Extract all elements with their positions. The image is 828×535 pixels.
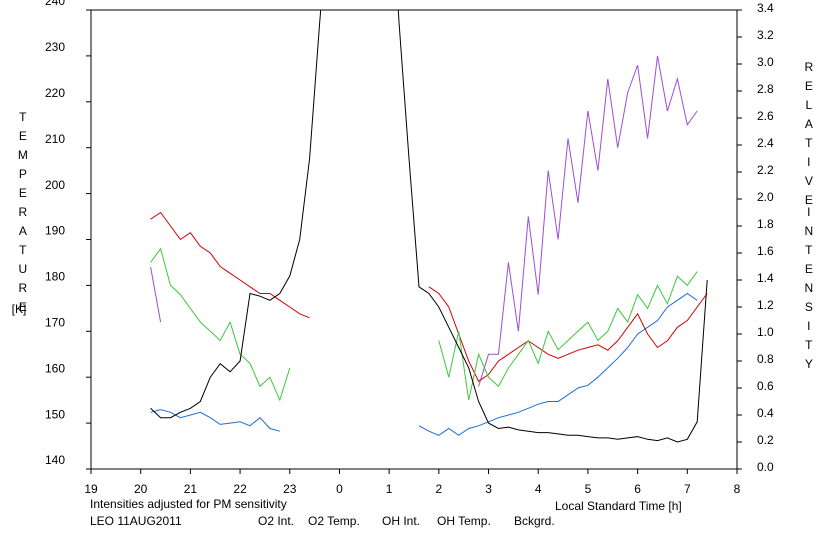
- legend-entry: O2 Int.: [258, 514, 294, 528]
- y2-tick-label: 2.2: [757, 163, 774, 177]
- legend-entry: OH Temp.: [437, 514, 491, 528]
- x-tick-label: 19: [84, 482, 98, 496]
- x-tick-label: 0: [336, 482, 343, 496]
- series-line: [150, 10, 708, 443]
- x-tick-label: 3: [485, 482, 492, 496]
- y-tick-label: 140: [45, 453, 65, 467]
- series-line: [150, 211, 708, 383]
- y2-tick-label: 3.4: [757, 1, 774, 15]
- y2-axis-label: INTENSITY: [802, 205, 816, 376]
- x-tick-label: 23: [283, 482, 297, 496]
- plot-frame: [90, 9, 738, 470]
- y-axis-label: TEMPERATURE: [16, 110, 30, 319]
- x-tick-label: 2: [436, 482, 443, 496]
- y2-tick-label: 3.0: [757, 55, 774, 69]
- y-tick-label: 190: [45, 224, 65, 238]
- y-tick-label: 200: [45, 178, 65, 192]
- x-tick-label: 6: [634, 482, 641, 496]
- x-tick-label: 21: [184, 482, 198, 496]
- series-line: [150, 247, 698, 402]
- y2-tick-label: 0.0: [757, 460, 774, 474]
- y2-tick-label: 2.0: [757, 190, 774, 204]
- note: Intensities adjusted for PM sensitivity: [90, 497, 287, 511]
- y2-tick-label: 1.6: [757, 244, 774, 258]
- caption: LEO 11AUG2011: [90, 514, 182, 528]
- y2-tick-label: 2.8: [757, 82, 774, 96]
- legend-entry: O2 Temp.: [308, 514, 360, 528]
- y-tick-label: 240: [45, 0, 65, 8]
- y2-axis-label: RELATIVE: [802, 60, 816, 212]
- y2-tick-label: 2.4: [757, 136, 774, 150]
- y-tick-label: 230: [45, 40, 65, 54]
- legend-entry: OH Int.: [382, 514, 420, 528]
- y-tick-label: 160: [45, 361, 65, 375]
- y2-tick-label: 1.4: [757, 271, 774, 285]
- y-axis-unit: [K]: [12, 302, 27, 316]
- y2-tick-label: 3.2: [757, 28, 774, 42]
- y2-tick-label: 0.4: [757, 406, 774, 420]
- plot-area: [150, 10, 708, 443]
- x-tick-label: 7: [684, 482, 691, 496]
- x-tick-label: 5: [585, 482, 592, 496]
- y2-tick-label: 0.8: [757, 352, 774, 366]
- x-tick-label: 4: [535, 482, 542, 496]
- x-axis-label: Local Standard Time [h]: [555, 499, 682, 513]
- y-tick-label: 210: [45, 132, 65, 146]
- series-line: [150, 55, 698, 387]
- y2-tick-label: 1.0: [757, 325, 774, 339]
- y2-tick-label: 1.8: [757, 217, 774, 231]
- y2-tick-label: 2.6: [757, 109, 774, 123]
- y-tick-label: 150: [45, 407, 65, 421]
- series-line: [150, 292, 698, 436]
- y-tick-label: 180: [45, 270, 65, 284]
- x-tick-label: 8: [734, 482, 741, 496]
- y-tick-label: 170: [45, 315, 65, 329]
- x-tick-label: 22: [233, 482, 247, 496]
- x-tick-label: 20: [134, 482, 148, 496]
- y2-tick-label: 0.2: [757, 433, 774, 447]
- y2-tick-label: 1.2: [757, 298, 774, 312]
- y2-tick-label: 0.6: [757, 379, 774, 393]
- y-tick-label: 220: [45, 86, 65, 100]
- legend-entry: Bckgrd.: [514, 514, 555, 528]
- x-tick-label: 1: [386, 482, 393, 496]
